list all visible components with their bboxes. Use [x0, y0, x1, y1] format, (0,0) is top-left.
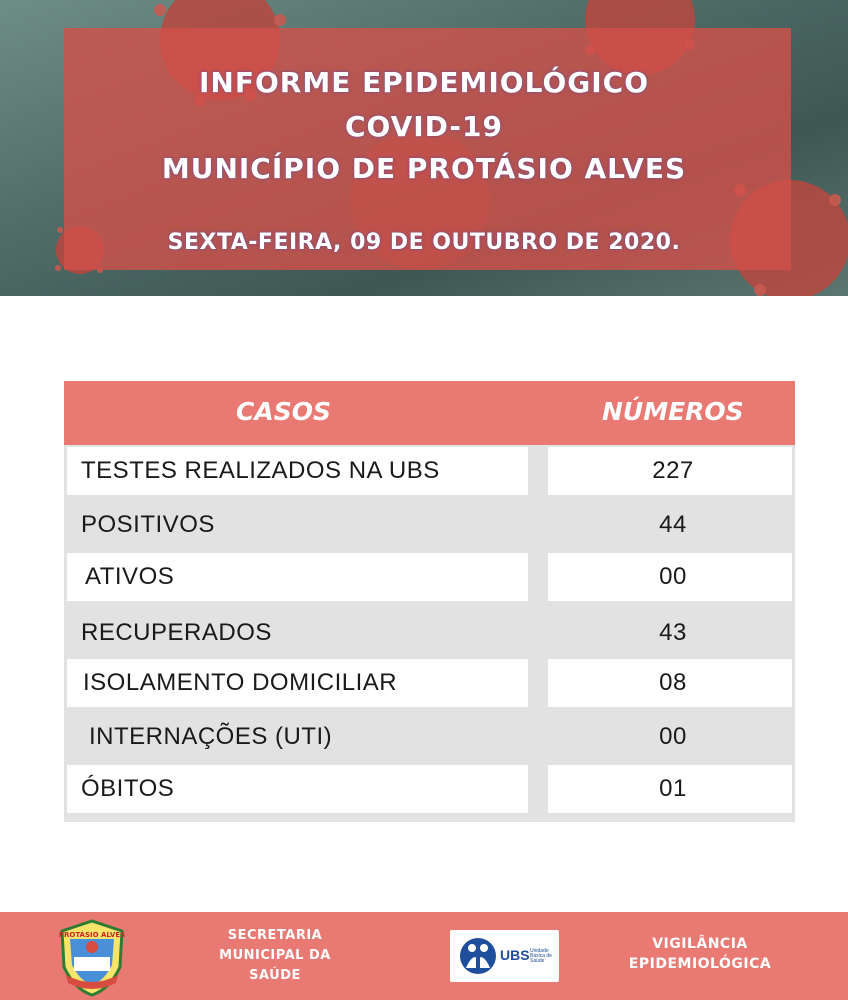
- header-banner: INFORME EPIDEMIOLÓGICO COVID-19 MUNICÍPI…: [0, 0, 848, 296]
- table-header: CASOS NÚMEROS: [64, 381, 795, 445]
- vigilancia-line-1: VIGILÂNCIA: [652, 936, 748, 952]
- ubs-logo: UBS Unidade Básica de Saúde: [450, 930, 559, 982]
- banner-overlay: [64, 28, 791, 270]
- vigilancia-label: VIGILÂNCIA EPIDEMIOLÓGICA: [610, 934, 790, 974]
- secretaria-line-3: SAÚDE: [249, 968, 301, 983]
- row-value-recovered: 43: [659, 619, 687, 646]
- row-value-positive: 44: [659, 511, 687, 538]
- row-label-tests: TESTES REALIZADOS NA UBS: [67, 447, 528, 495]
- row-label-recovered: RECUPERADOS: [81, 619, 272, 646]
- municipal-crest-icon: PROTÁSIO ALVES: [59, 919, 125, 997]
- cases-table: CASOS NÚMEROS TESTES REALIZADOS NA UBS 2…: [64, 381, 795, 822]
- column-header-cases: CASOS: [236, 397, 331, 426]
- crest-text: PROTÁSIO ALVES: [59, 930, 125, 939]
- row-value-tests: 227: [548, 447, 792, 495]
- row-value-deaths: 01: [548, 765, 792, 813]
- column-header-numbers: NÚMEROS: [602, 397, 744, 426]
- ubs-logo-text: UBS: [500, 947, 530, 963]
- row-value-icu: 00: [659, 723, 687, 750]
- row-label-active: ATIVOS: [67, 553, 528, 601]
- secretaria-line-2: MUNICIPAL DA: [219, 948, 331, 963]
- row-label-positive: POSITIVOS: [81, 511, 215, 538]
- row-value-home-isolation: 08: [548, 659, 792, 707]
- footer-bar: PROTÁSIO ALVES SECRETARIA MUNICIPAL DA S…: [0, 912, 848, 1000]
- row-label-deaths: ÓBITOS: [67, 765, 528, 813]
- title-line-2: COVID-19: [344, 110, 504, 143]
- ubs-logo-icon: [460, 938, 496, 974]
- title-line-3: MUNICÍPIO DE PROTÁSIO ALVES: [161, 152, 687, 185]
- row-label-icu: INTERNAÇÕES (UTI): [89, 723, 333, 750]
- ubs-logo-subtitle: Unidade Básica de Saúde: [530, 948, 552, 964]
- title-line-1: INFORME EPIDEMIOLÓGICO: [199, 66, 649, 99]
- secretaria-line-1: SECRETARIA: [227, 928, 323, 943]
- report-date: SEXTA-FEIRA, 09 DE OUTUBRO DE 2020.: [167, 230, 681, 255]
- row-value-active: 00: [548, 553, 792, 601]
- row-label-home-isolation: ISOLAMENTO DOMICILIAR: [67, 659, 528, 707]
- secretaria-label: SECRETARIA MUNICIPAL DA SAÚDE: [205, 926, 345, 986]
- vigilancia-line-2: EPIDEMIOLÓGICA: [628, 956, 772, 972]
